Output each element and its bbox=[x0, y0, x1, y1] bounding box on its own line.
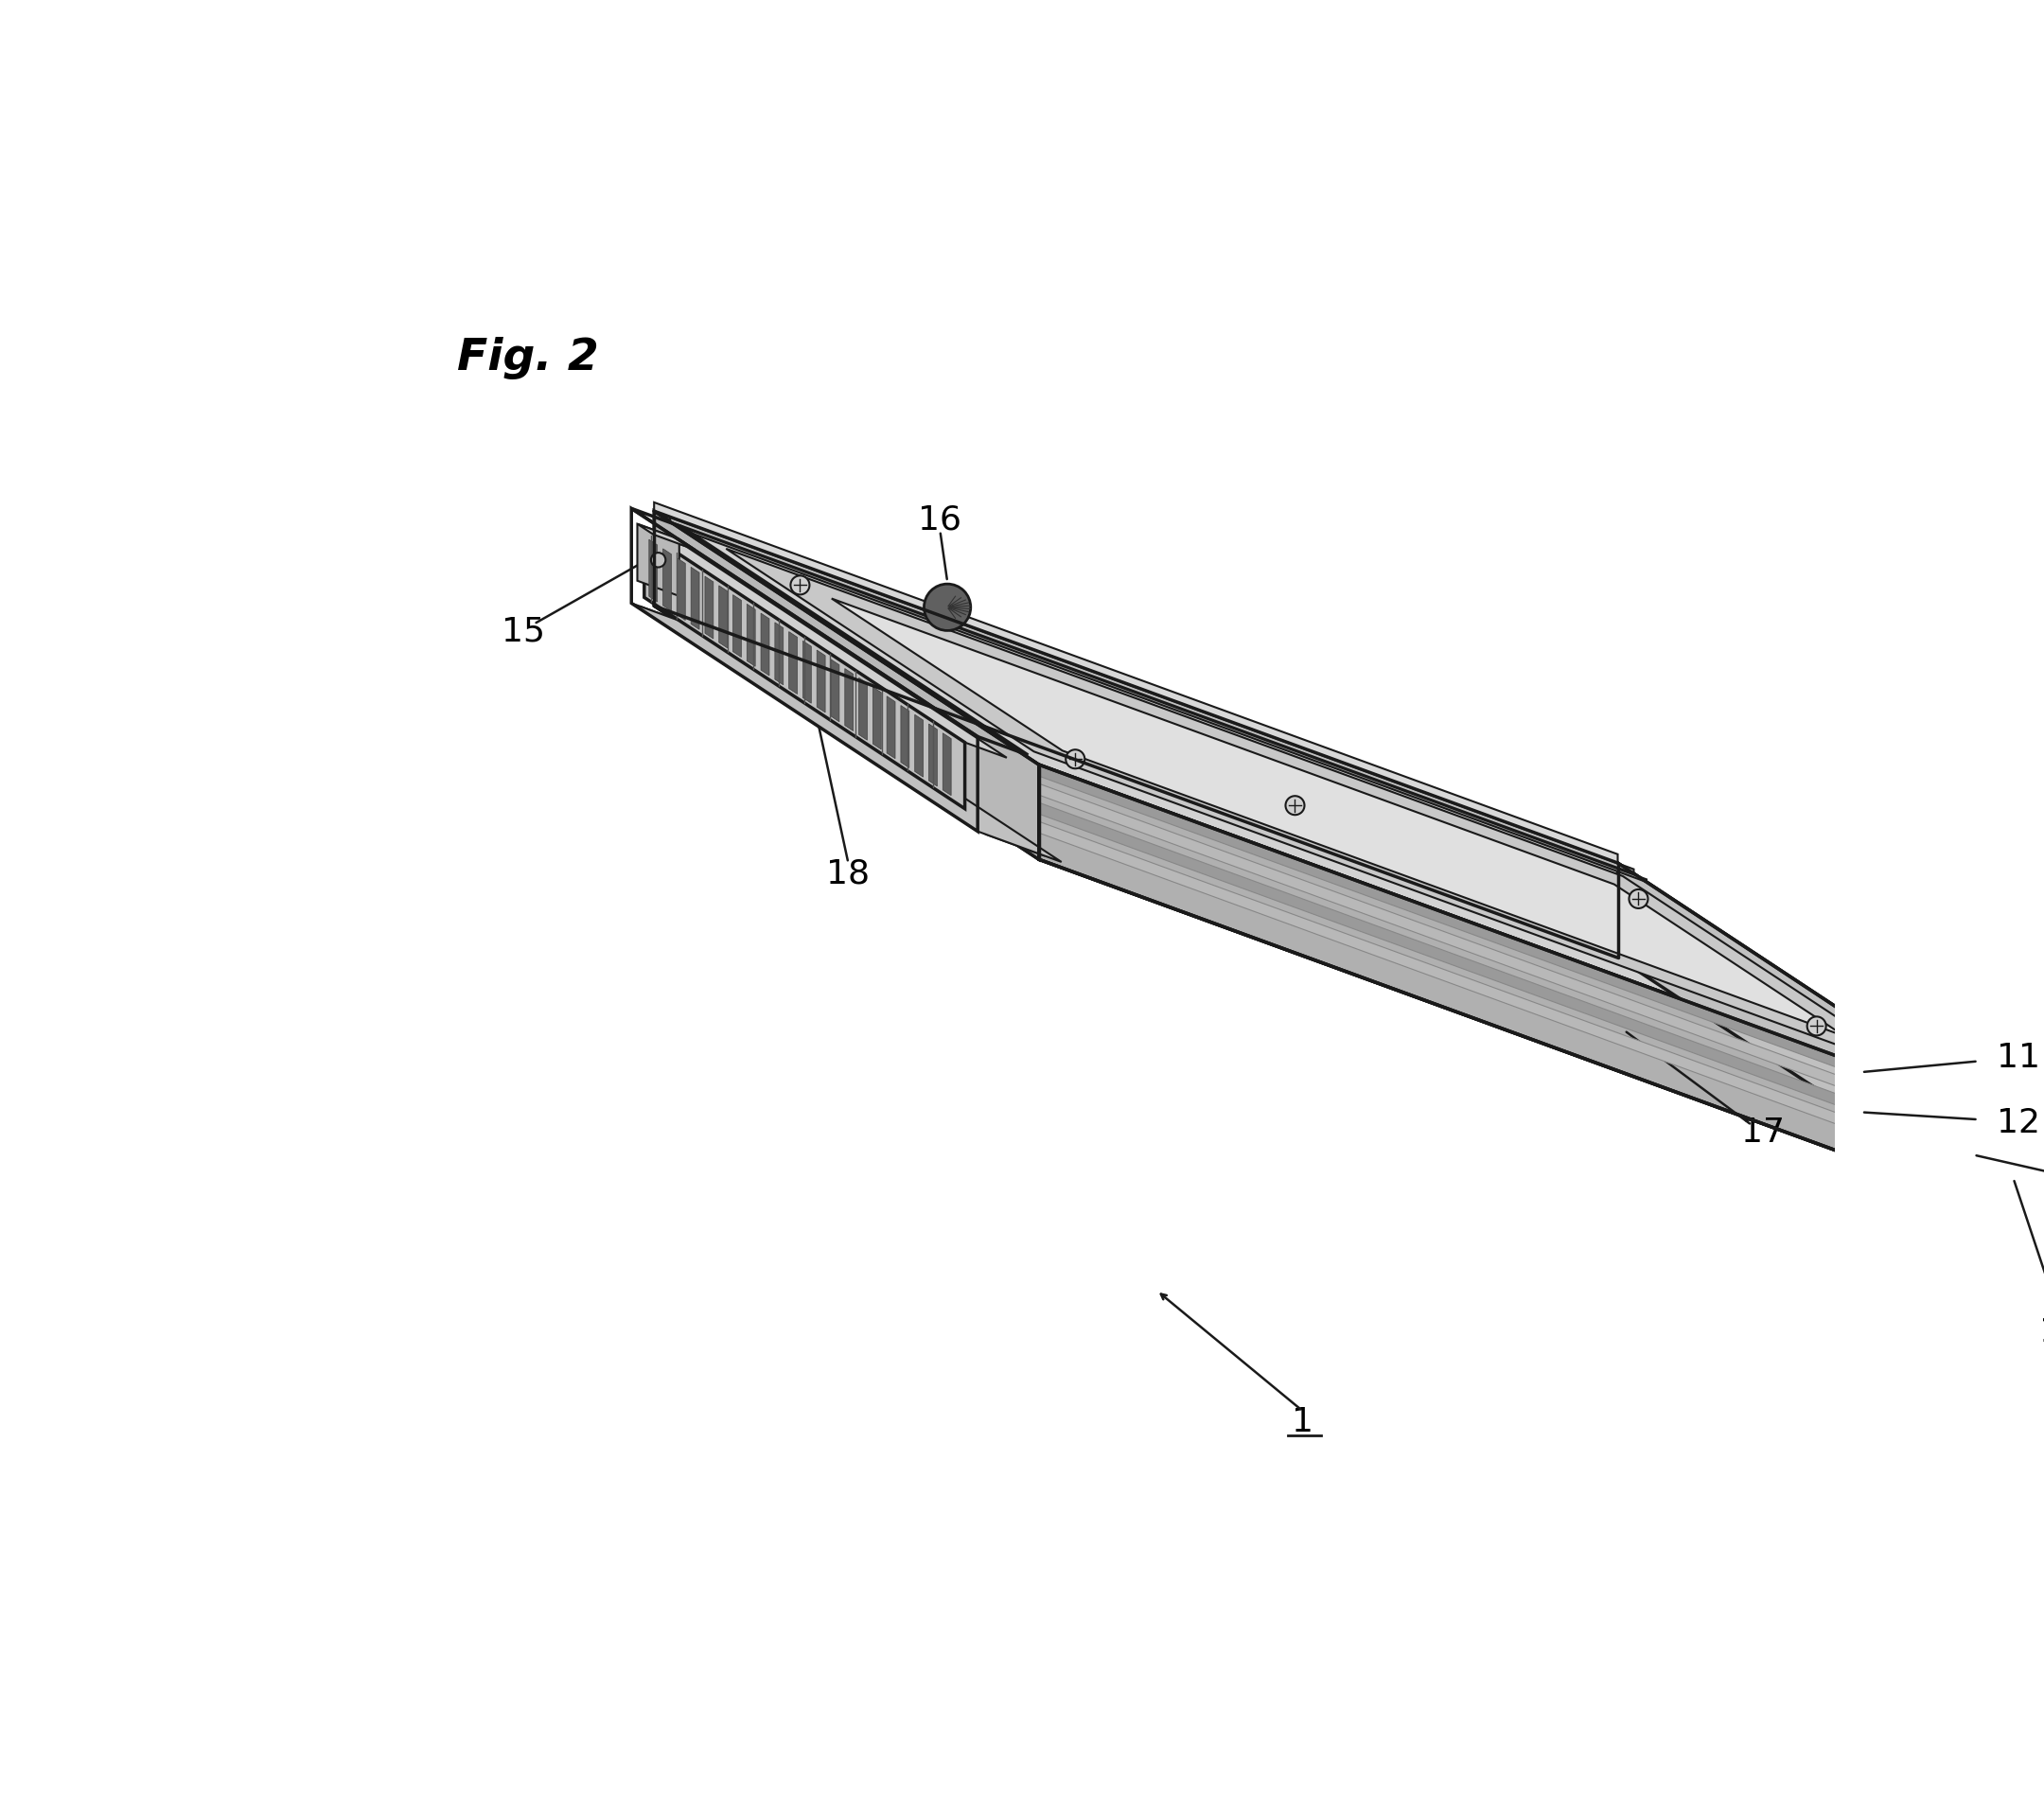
Text: 15: 15 bbox=[501, 615, 544, 648]
Polygon shape bbox=[760, 614, 769, 676]
Polygon shape bbox=[1038, 784, 2003, 1146]
Circle shape bbox=[1807, 1017, 1825, 1035]
Circle shape bbox=[1999, 1159, 2013, 1173]
Circle shape bbox=[1629, 890, 1647, 908]
Polygon shape bbox=[928, 723, 938, 786]
Polygon shape bbox=[638, 524, 679, 596]
Text: 11: 11 bbox=[1997, 1042, 2040, 1073]
Polygon shape bbox=[644, 531, 1008, 757]
Polygon shape bbox=[683, 527, 1647, 883]
Polygon shape bbox=[942, 734, 950, 795]
Polygon shape bbox=[746, 605, 756, 666]
Polygon shape bbox=[719, 585, 728, 648]
Polygon shape bbox=[677, 558, 685, 621]
Polygon shape bbox=[830, 660, 840, 721]
Polygon shape bbox=[1038, 822, 2003, 1184]
Circle shape bbox=[2034, 1067, 2044, 1107]
Polygon shape bbox=[789, 631, 797, 694]
Polygon shape bbox=[775, 623, 783, 685]
Polygon shape bbox=[858, 678, 867, 741]
Polygon shape bbox=[734, 596, 742, 657]
Polygon shape bbox=[726, 549, 1930, 1078]
Polygon shape bbox=[705, 576, 713, 639]
Polygon shape bbox=[654, 511, 1038, 859]
Polygon shape bbox=[654, 511, 2003, 1116]
Polygon shape bbox=[640, 606, 1044, 856]
Circle shape bbox=[1065, 750, 1085, 768]
Circle shape bbox=[1286, 797, 1304, 814]
Polygon shape bbox=[1038, 802, 2003, 1166]
Text: 18: 18 bbox=[826, 858, 871, 890]
Text: 15: 15 bbox=[2040, 1315, 2044, 1347]
Polygon shape bbox=[901, 705, 910, 768]
Polygon shape bbox=[654, 606, 2003, 1211]
Polygon shape bbox=[887, 696, 895, 759]
Text: 16: 16 bbox=[918, 504, 963, 536]
Polygon shape bbox=[654, 502, 1617, 863]
Polygon shape bbox=[632, 603, 1061, 861]
Polygon shape bbox=[644, 531, 965, 809]
Polygon shape bbox=[1617, 863, 2003, 1211]
Polygon shape bbox=[650, 540, 658, 601]
Polygon shape bbox=[638, 524, 695, 549]
Polygon shape bbox=[844, 669, 852, 730]
Polygon shape bbox=[1977, 1127, 2019, 1198]
Text: Fig. 2: Fig. 2 bbox=[458, 337, 599, 379]
Polygon shape bbox=[1960, 1110, 1981, 1198]
Polygon shape bbox=[832, 599, 1846, 1037]
Text: 12: 12 bbox=[1997, 1107, 2040, 1139]
Polygon shape bbox=[873, 687, 881, 750]
Circle shape bbox=[924, 583, 971, 630]
Text: 17: 17 bbox=[1741, 1116, 1784, 1148]
Polygon shape bbox=[670, 517, 1633, 874]
Polygon shape bbox=[1038, 764, 2003, 1128]
Circle shape bbox=[650, 553, 666, 567]
Polygon shape bbox=[818, 649, 826, 712]
Polygon shape bbox=[916, 714, 924, 777]
Polygon shape bbox=[1962, 1116, 2019, 1141]
Polygon shape bbox=[691, 567, 699, 630]
Polygon shape bbox=[803, 640, 811, 703]
Polygon shape bbox=[1038, 764, 2003, 1211]
Circle shape bbox=[791, 576, 809, 594]
Polygon shape bbox=[662, 549, 670, 612]
Text: 1: 1 bbox=[1292, 1406, 1314, 1437]
